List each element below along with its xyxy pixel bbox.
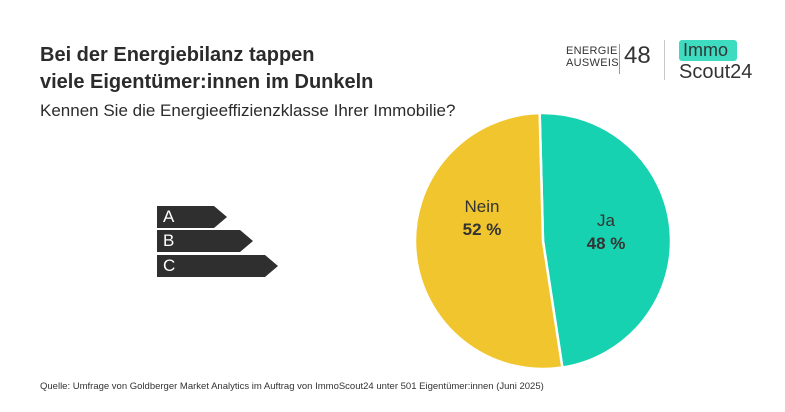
energieausweis-divider (619, 44, 620, 74)
energieausweis-logo: ENERGIE AUSWEIS (566, 45, 619, 69)
pie-slice-ja (538, 111, 673, 369)
efficiency-letter-b: B (163, 231, 175, 250)
efficiency-label-a: A (157, 206, 287, 228)
efficiency-arrow-b (157, 230, 253, 252)
immoscout-logo-immo: Immo (679, 40, 737, 61)
efficiency-letter-c: C (163, 256, 176, 275)
pie-label-ja: Ja (597, 211, 616, 230)
source-note: Quelle: Umfrage von Goldberger Market An… (40, 381, 544, 392)
energieausweis-line-1: ENERGIE (566, 45, 618, 57)
energieausweis-line-2: AUSWEIS (566, 57, 619, 69)
efficiency-arrow-c (157, 255, 278, 277)
logo-group: ENERGIE AUSWEIS 48 Immo Scout24 (566, 40, 766, 84)
efficiency-label-b: B (157, 230, 287, 252)
pie-value-nein: 52 % (463, 220, 502, 239)
chart-title: Bei der Energiebilanz tappen viele Eigen… (40, 42, 373, 96)
pie-label-nein: Nein (465, 197, 500, 216)
pie-slice-nein (413, 111, 564, 371)
efficiency-label-c: C (157, 255, 287, 277)
title-line-2: viele Eigentümer:innen im Dunkeln (40, 71, 374, 93)
immoscout-logo-scout: Scout24 (679, 61, 753, 83)
efficiency-arrow-a (157, 206, 227, 228)
title-line-1: Bei der Energiebilanz tappen (40, 44, 315, 66)
chart-subtitle: Kennen Sie die Energieeffizienzklasse Ih… (40, 101, 456, 120)
logo-divider (664, 40, 665, 80)
pie-value-ja: 48 % (587, 234, 626, 253)
efficiency-letter-a: A (163, 207, 175, 226)
energieausweis-number: 48 (624, 42, 651, 69)
